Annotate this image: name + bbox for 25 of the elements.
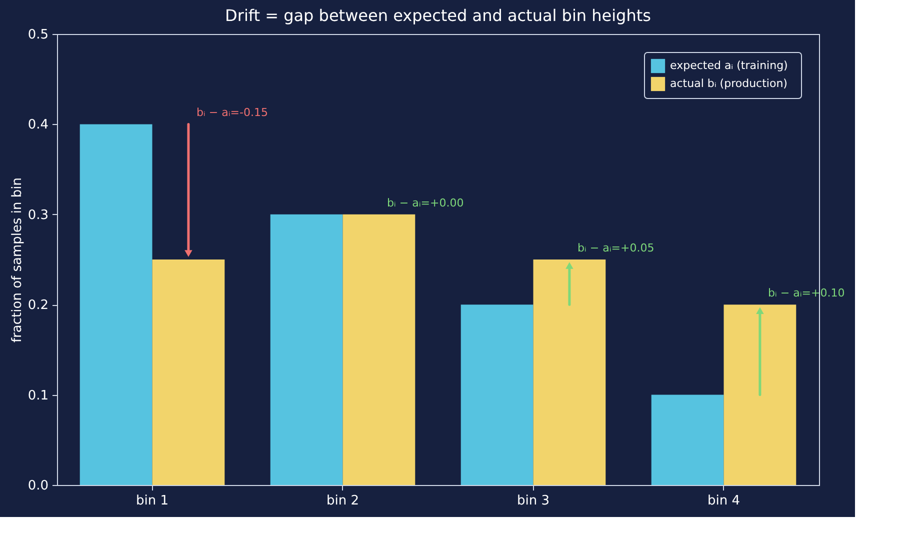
annotation: bᵢ − aᵢ=+0.05 bbox=[577, 242, 654, 254]
y-tick-label: 0.0 bbox=[28, 478, 48, 494]
legend-label: expected aᵢ (training) bbox=[670, 59, 788, 72]
bar bbox=[80, 124, 152, 485]
x-tick-label: bin 3 bbox=[516, 494, 550, 508]
x-tick-label: bin 2 bbox=[326, 494, 360, 508]
bar bbox=[533, 260, 606, 485]
bar bbox=[152, 260, 225, 485]
y-axis-title: fraction of samples in bin bbox=[10, 178, 25, 342]
annotation: bᵢ − aᵢ=+0.00 bbox=[386, 196, 464, 210]
chart-title: Drift = gap between expected and actual bin heights bbox=[225, 6, 651, 25]
bar bbox=[724, 304, 796, 485]
annotation: bᵢ − aᵢ=-0.15 bbox=[196, 106, 268, 120]
bar bbox=[651, 394, 724, 485]
legend-label: actual bᵢ (production) bbox=[670, 77, 788, 90]
y-tick-label: 0.1 bbox=[28, 388, 48, 404]
bar bbox=[460, 304, 534, 485]
bar bbox=[270, 214, 343, 485]
y-tick-label: 0.2 bbox=[28, 298, 48, 314]
bar bbox=[342, 214, 416, 485]
y-tick-label: 0.3 bbox=[28, 208, 48, 223]
y-tick-label: 0.4 bbox=[28, 118, 48, 133]
y-tick-label: 0.5 bbox=[28, 28, 48, 42]
x-tick-label: bin 4 bbox=[707, 494, 740, 508]
x-tick-label: bin 1 bbox=[136, 494, 169, 508]
